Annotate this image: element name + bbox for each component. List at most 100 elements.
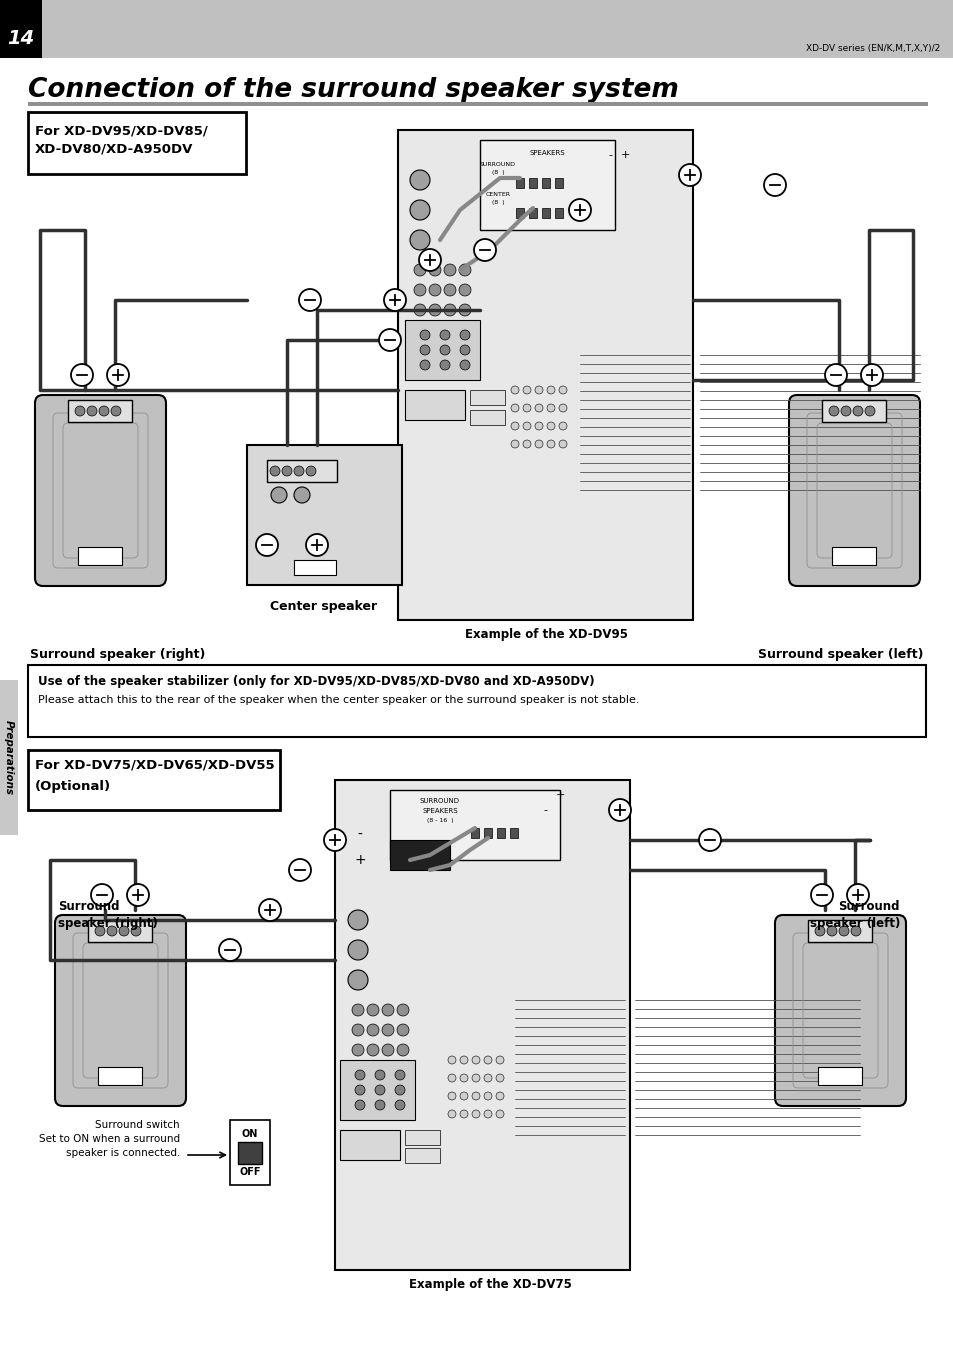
Text: Surround
speaker (left): Surround speaker (left) [809, 900, 899, 929]
Circle shape [459, 359, 470, 370]
Bar [98, 1067, 142, 1085]
Circle shape [107, 925, 117, 936]
Bar [247, 444, 401, 585]
Circle shape [111, 407, 121, 416]
Text: SPEAKERS: SPEAKERS [529, 150, 564, 155]
Circle shape [810, 884, 832, 907]
Circle shape [127, 884, 149, 907]
Bar [294, 561, 335, 576]
Circle shape [352, 1004, 364, 1016]
Circle shape [459, 1092, 468, 1100]
Circle shape [414, 284, 426, 296]
Circle shape [511, 386, 518, 394]
Circle shape [378, 330, 400, 351]
Circle shape [352, 1024, 364, 1036]
Circle shape [472, 1074, 479, 1082]
Circle shape [107, 363, 129, 386]
Circle shape [414, 263, 426, 276]
Circle shape [324, 830, 346, 851]
Circle shape [546, 386, 555, 394]
Circle shape [458, 284, 471, 296]
Bar [390, 840, 450, 870]
Circle shape [679, 163, 700, 186]
Text: Use of the speaker stabilizer (only for XD-DV95/XD-DV85/XD-DV80 and XD-A950DV): Use of the speaker stabilizer (only for … [38, 676, 594, 688]
Circle shape [71, 363, 92, 386]
Circle shape [439, 359, 450, 370]
Circle shape [294, 466, 304, 476]
Circle shape [375, 1100, 385, 1111]
Circle shape [458, 263, 471, 276]
Circle shape [395, 1100, 405, 1111]
Bar [397, 130, 692, 620]
Circle shape [375, 1070, 385, 1079]
Circle shape [429, 263, 440, 276]
Bar [479, 141, 615, 230]
Text: Surround switch
Set to ON when a surround
speaker is connected.: Surround switch Set to ON when a surroun… [39, 1120, 180, 1158]
Circle shape [384, 289, 406, 311]
Text: CENTER: CENTER [485, 192, 510, 197]
Circle shape [429, 284, 440, 296]
Circle shape [348, 911, 368, 929]
Bar [541, 178, 550, 188]
Circle shape [459, 1074, 468, 1082]
Circle shape [448, 1074, 456, 1082]
Circle shape [219, 939, 241, 961]
Text: +: + [555, 790, 564, 800]
Circle shape [511, 404, 518, 412]
Bar [405, 1148, 439, 1163]
Circle shape [367, 1024, 378, 1036]
Bar [28, 101, 927, 105]
Circle shape [483, 1056, 492, 1065]
Circle shape [419, 330, 430, 340]
Circle shape [294, 486, 310, 503]
Text: XD-DV series (EN/K,M,T,X,Y)/2: XD-DV series (EN/K,M,T,X,Y)/2 [805, 43, 939, 53]
Circle shape [395, 1085, 405, 1096]
Circle shape [864, 407, 874, 416]
Text: Example of the XD-DV75: Example of the XD-DV75 [408, 1278, 571, 1292]
Circle shape [511, 422, 518, 430]
Circle shape [258, 898, 281, 921]
Circle shape [459, 330, 470, 340]
Text: Connection of the surround speaker system: Connection of the surround speaker syste… [28, 77, 679, 103]
Text: Surround speaker (right): Surround speaker (right) [30, 648, 205, 661]
Circle shape [419, 345, 430, 355]
Circle shape [558, 386, 566, 394]
Bar [831, 547, 875, 565]
Circle shape [270, 466, 280, 476]
Circle shape [306, 534, 328, 557]
Text: (Optional): (Optional) [35, 780, 111, 793]
Circle shape [131, 925, 141, 936]
Circle shape [355, 1070, 365, 1079]
Circle shape [271, 486, 287, 503]
Circle shape [483, 1092, 492, 1100]
Bar [821, 400, 885, 422]
Circle shape [396, 1044, 409, 1056]
Circle shape [546, 440, 555, 449]
Circle shape [448, 1056, 456, 1065]
Circle shape [474, 239, 496, 261]
Circle shape [367, 1044, 378, 1056]
Circle shape [838, 925, 848, 936]
Circle shape [91, 884, 112, 907]
Bar [471, 828, 478, 838]
Bar [807, 920, 871, 942]
Circle shape [255, 534, 277, 557]
Circle shape [396, 1024, 409, 1036]
Text: Center speaker: Center speaker [270, 600, 377, 613]
Text: For XD-DV75/XD-DV65/XD-DV55: For XD-DV75/XD-DV65/XD-DV55 [35, 758, 274, 771]
Text: 14: 14 [8, 28, 34, 47]
Text: -: - [542, 805, 546, 815]
Text: For XD-DV95/XD-DV85/: For XD-DV95/XD-DV85/ [35, 126, 208, 138]
Circle shape [419, 359, 430, 370]
Bar [405, 390, 464, 420]
Text: Example of the XD-DV95: Example of the XD-DV95 [465, 628, 628, 640]
Circle shape [558, 440, 566, 449]
Circle shape [282, 466, 292, 476]
Circle shape [298, 289, 320, 311]
Circle shape [496, 1056, 503, 1065]
Circle shape [535, 422, 542, 430]
Circle shape [381, 1044, 394, 1056]
Bar [483, 828, 492, 838]
Text: Surround speaker (left): Surround speaker (left) [758, 648, 923, 661]
Bar [230, 1120, 270, 1185]
